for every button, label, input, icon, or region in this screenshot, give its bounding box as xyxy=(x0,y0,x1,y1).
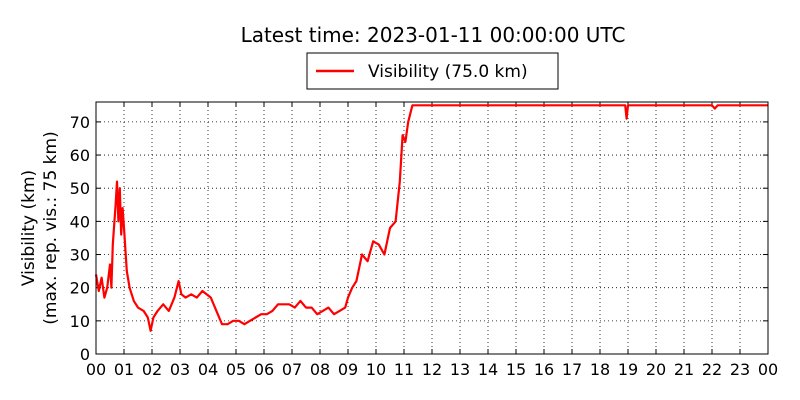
x-tick-labels: 00 01 02 03 04 05 06 07 08 09 10 11 12 13 14 15 16 17 18 19… xyxy=(86,360,778,379)
x-tick-label: 23 xyxy=(730,360,750,379)
y-tick-label: 70 xyxy=(70,113,90,132)
x-tick-label: 00 xyxy=(758,360,778,379)
x-tick-label: 00 xyxy=(86,360,106,379)
y-tick-label: 30 xyxy=(70,246,90,265)
y-tick-label: 40 xyxy=(70,212,90,231)
x-tick-label: 15 xyxy=(506,360,526,379)
x-tick-label: 16 xyxy=(534,360,554,379)
y-tick-label: 0 xyxy=(80,345,90,364)
x-tick-label: 17 xyxy=(562,360,582,379)
x-tick-label: 18 xyxy=(590,360,610,379)
x-tick-label: 01 xyxy=(114,360,134,379)
x-tick-label: 21 xyxy=(674,360,694,379)
plot-frame xyxy=(95,101,769,355)
x-tick-label: 10 xyxy=(366,360,386,379)
x-tick-label: 14 xyxy=(478,360,498,379)
y-axis-label-line2: (max. rep. vis.: 75 km) xyxy=(41,131,61,324)
y-tick-label: 60 xyxy=(70,146,90,165)
chart-title: Latest time: 2023-01-11 00:00:00 UTC xyxy=(241,23,626,47)
y-axis-label: Visibility (km) (max. rep. vis.: 75 km) xyxy=(19,131,61,324)
x-tick-label: 19 xyxy=(618,360,638,379)
y-tick-labels: 0 10 20 30 40 50 60 70 xyxy=(70,113,90,364)
x-tick-label: 09 xyxy=(338,360,358,379)
x-tick-label: 08 xyxy=(310,360,330,379)
legend: Visibility (75.0 km) xyxy=(306,52,559,90)
x-tick-label: 12 xyxy=(422,360,442,379)
x-tick-label: 05 xyxy=(226,360,246,379)
grid xyxy=(96,102,768,354)
y-tick-label: 20 xyxy=(70,279,90,298)
y-tick-label: 10 xyxy=(70,312,90,331)
legend-entry-label: Visibility (75.0 km) xyxy=(368,62,528,82)
series-layer xyxy=(94,104,768,332)
ticks xyxy=(95,102,769,355)
y-tick-label: 50 xyxy=(70,179,90,198)
series-line-visibility xyxy=(94,104,768,332)
x-tick-label: 03 xyxy=(170,360,190,379)
x-tick-label: 04 xyxy=(198,360,218,379)
y-axis-label-line1: Visibility (km) xyxy=(19,170,39,286)
x-tick-label: 07 xyxy=(282,360,302,379)
x-tick-label: 13 xyxy=(450,360,470,379)
x-tick-label: 20 xyxy=(646,360,666,379)
x-tick-label: 22 xyxy=(702,360,722,379)
x-tick-label: 06 xyxy=(254,360,274,379)
x-tick-label: 02 xyxy=(142,360,162,379)
x-tick-label: 11 xyxy=(394,360,414,379)
